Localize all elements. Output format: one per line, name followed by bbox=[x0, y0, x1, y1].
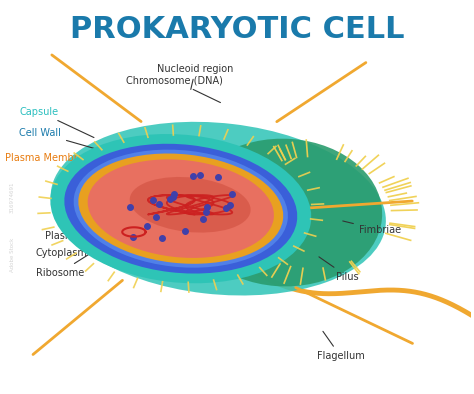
Text: Flagellum: Flagellum bbox=[317, 331, 365, 361]
Ellipse shape bbox=[51, 122, 386, 296]
Text: Cell Wall: Cell Wall bbox=[19, 128, 99, 150]
Text: Plasmid: Plasmid bbox=[45, 219, 119, 241]
Ellipse shape bbox=[78, 154, 283, 264]
Text: 316974691: 316974691 bbox=[9, 181, 15, 213]
Text: Pilus: Pilus bbox=[319, 257, 359, 282]
Ellipse shape bbox=[73, 150, 288, 268]
Text: Chromosome (DNA): Chromosome (DNA) bbox=[126, 76, 223, 102]
Text: Ribosome: Ribosome bbox=[36, 239, 113, 278]
Text: Adobe Stock: Adobe Stock bbox=[9, 238, 15, 273]
Text: PROKARYOTIC CELL: PROKARYOTIC CELL bbox=[70, 15, 404, 45]
Text: Nucleoid region: Nucleoid region bbox=[157, 64, 234, 89]
Ellipse shape bbox=[88, 159, 274, 258]
Text: Plasma Membrane: Plasma Membrane bbox=[5, 153, 96, 169]
Ellipse shape bbox=[50, 134, 311, 283]
Ellipse shape bbox=[130, 177, 251, 232]
Text: Fimbriae: Fimbriae bbox=[343, 221, 401, 235]
Text: Cytoplasm: Cytoplasm bbox=[36, 225, 118, 258]
Ellipse shape bbox=[185, 139, 382, 286]
Text: Capsule: Capsule bbox=[19, 106, 94, 138]
Ellipse shape bbox=[64, 144, 297, 273]
